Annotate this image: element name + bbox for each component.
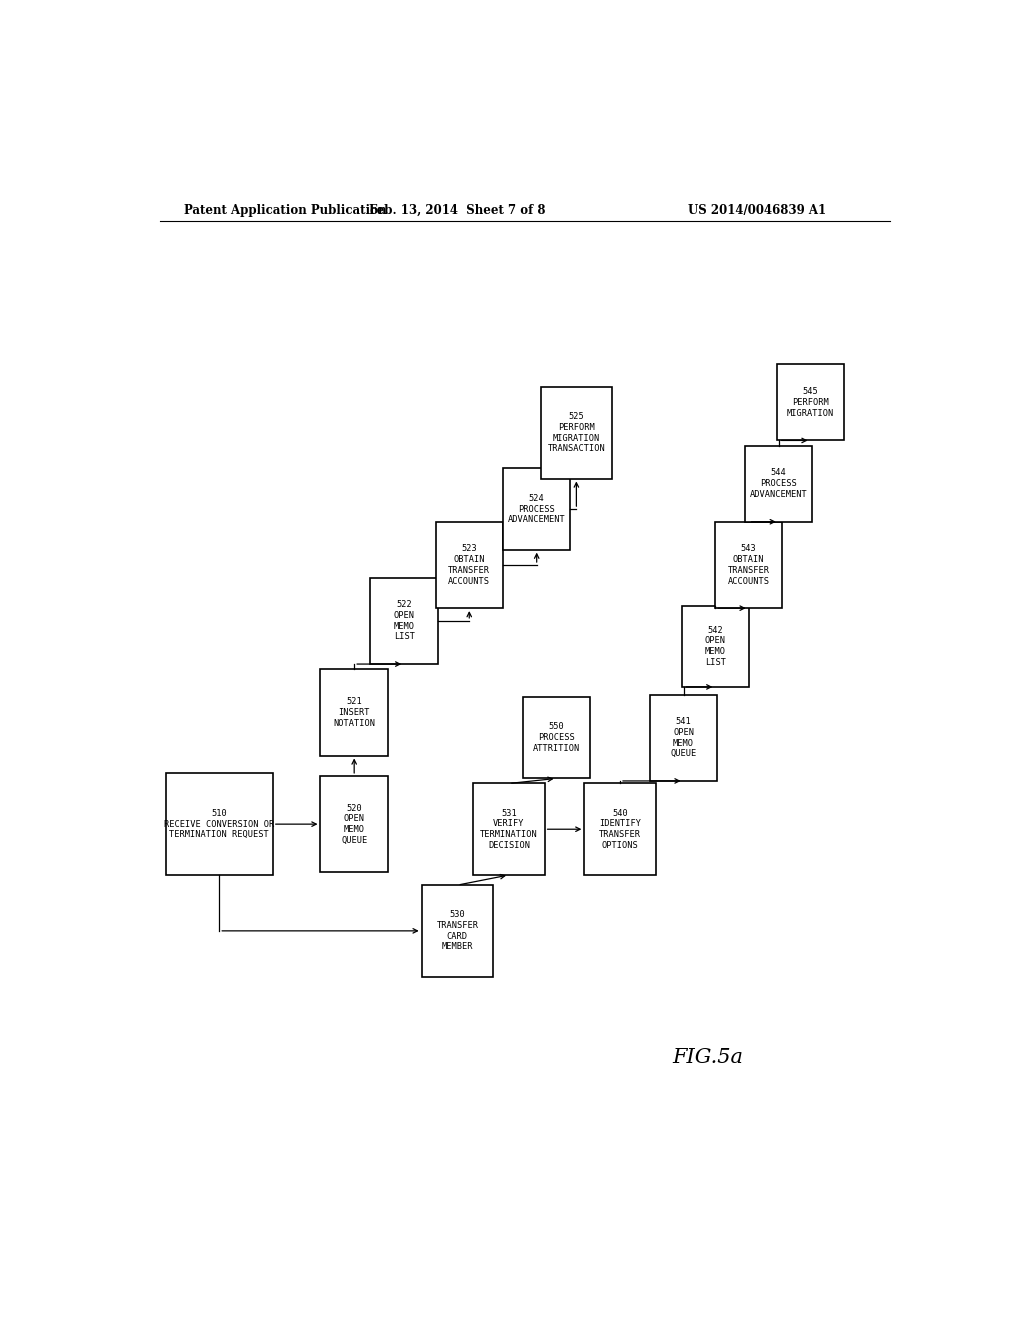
Text: 542
OPEN
MEMO
LIST: 542 OPEN MEMO LIST <box>705 626 726 667</box>
Text: Patent Application Publication: Patent Application Publication <box>183 205 386 216</box>
Text: 521
INSERT
NOTATION: 521 INSERT NOTATION <box>333 697 375 727</box>
Bar <box>585 784 655 875</box>
Text: 544
PROCESS
ADVANCEMENT: 544 PROCESS ADVANCEMENT <box>750 469 808 499</box>
Text: 550
PROCESS
ATTRITION: 550 PROCESS ATTRITION <box>532 722 581 752</box>
Bar <box>541 387 612 479</box>
Text: 523
OBTAIN
TRANSFER
ACCOUNTS: 523 OBTAIN TRANSFER ACCOUNTS <box>449 544 490 586</box>
Text: 540
IDENTIFY
TRANSFER
OPTIONS: 540 IDENTIFY TRANSFER OPTIONS <box>599 809 641 850</box>
Text: 545
PERFORM
MIGRATION: 545 PERFORM MIGRATION <box>786 387 835 417</box>
Bar <box>321 776 388 873</box>
Bar <box>650 694 717 781</box>
Bar <box>435 521 503 609</box>
Text: 520
OPEN
MEMO
QUEUE: 520 OPEN MEMO QUEUE <box>341 804 368 845</box>
Text: 543
OBTAIN
TRANSFER
ACCOUNTS: 543 OBTAIN TRANSFER ACCOUNTS <box>728 544 770 586</box>
Text: 524
PROCESS
ADVANCEMENT: 524 PROCESS ADVANCEMENT <box>508 494 565 524</box>
Text: FIG.5a: FIG.5a <box>672 1048 742 1068</box>
Text: 525
PERFORM
MIGRATION
TRANSACTION: 525 PERFORM MIGRATION TRANSACTION <box>548 412 605 454</box>
Bar <box>321 669 388 755</box>
Bar <box>715 521 782 609</box>
Text: US 2014/0046839 A1: US 2014/0046839 A1 <box>688 205 826 216</box>
Bar <box>503 469 570 549</box>
Text: 510
RECEIVE CONVERSION OR
TERMINATION REQUEST: 510 RECEIVE CONVERSION OR TERMINATION RE… <box>164 809 274 840</box>
Bar <box>473 784 545 875</box>
Bar <box>745 446 812 521</box>
Bar <box>166 774 272 875</box>
Bar <box>682 606 749 686</box>
Text: 531
VERIFY
TERMINATION
DECISION: 531 VERIFY TERMINATION DECISION <box>480 809 538 850</box>
Bar <box>422 886 494 977</box>
Text: 522
OPEN
MEMO
LIST: 522 OPEN MEMO LIST <box>393 601 415 642</box>
Bar <box>371 578 438 664</box>
Bar <box>523 697 590 779</box>
Text: Feb. 13, 2014  Sheet 7 of 8: Feb. 13, 2014 Sheet 7 of 8 <box>369 205 546 216</box>
Bar <box>777 364 844 441</box>
Text: 530
TRANSFER
CARD
MEMBER: 530 TRANSFER CARD MEMBER <box>436 911 478 952</box>
Text: 541
OPEN
MEMO
QUEUE: 541 OPEN MEMO QUEUE <box>671 717 696 759</box>
